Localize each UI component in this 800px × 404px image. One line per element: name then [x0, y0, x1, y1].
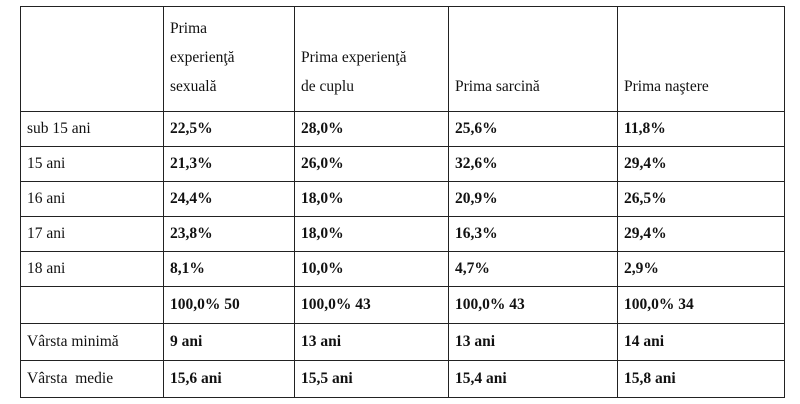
total-value: 100,0% 34 — [618, 287, 785, 324]
cell-value: 26,5% — [618, 182, 785, 217]
totals-row: 100,0% 50 100,0% 43 100,0% 43 100,0% 34 — [21, 287, 785, 324]
row-label: Vârsta minimă — [21, 324, 164, 361]
stat-value: 15,6 ani — [164, 361, 295, 398]
table-row: 15 ani 21,3% 26,0% 32,6% 29,4% — [21, 147, 785, 182]
cell-value: 24,4% — [164, 182, 295, 217]
header-row: Prima experienţă sexuală Prima experienţ… — [21, 7, 785, 112]
total-value: 100,0% 50 — [164, 287, 295, 324]
stat-value: 13 ani — [449, 324, 618, 361]
cell-value: 32,6% — [449, 147, 618, 182]
stat-value: 14 ani — [618, 324, 785, 361]
cell-value: 16,3% — [449, 217, 618, 252]
row-label: 16 ani — [21, 182, 164, 217]
cell-value: 25,6% — [449, 112, 618, 147]
cell-value: 26,0% — [295, 147, 449, 182]
totals-label — [21, 287, 164, 324]
cell-value: 11,8% — [618, 112, 785, 147]
cell-value: 29,4% — [618, 147, 785, 182]
cell-value: 21,3% — [164, 147, 295, 182]
header-first-pregnancy: Prima sarcină — [449, 7, 618, 112]
cell-value: 23,8% — [164, 217, 295, 252]
minimum-age-row: Vârsta minimă 9 ani 13 ani 13 ani 14 ani — [21, 324, 785, 361]
table-row: 18 ani 8,1% 10,0% 4,7% 2,9% — [21, 252, 785, 287]
header-line: de cuplu — [301, 72, 442, 101]
average-age-row: Vârsta medie 15,6 ani 15,5 ani 15,4 ani … — [21, 361, 785, 398]
table-row: 16 ani 24,4% 18,0% 20,9% 26,5% — [21, 182, 785, 217]
stat-value: 15,5 ani — [295, 361, 449, 398]
cell-value: 10,0% — [295, 252, 449, 287]
stat-value: 15,4 ani — [449, 361, 618, 398]
header-line: Prima naştere — [624, 72, 778, 101]
table-row: 17 ani 23,8% 18,0% 16,3% 29,4% — [21, 217, 785, 252]
cell-value: 20,9% — [449, 182, 618, 217]
stat-value: 13 ani — [295, 324, 449, 361]
cell-value: 18,0% — [295, 182, 449, 217]
header-line: experienţă — [170, 43, 288, 72]
cell-value: 18,0% — [295, 217, 449, 252]
row-label: sub 15 ani — [21, 112, 164, 147]
header-line: Prima experienţă — [301, 43, 442, 72]
cell-value: 22,5% — [164, 112, 295, 147]
total-value: 100,0% 43 — [449, 287, 618, 324]
header-first-birth: Prima naştere — [618, 7, 785, 112]
row-label: Vârsta medie — [21, 361, 164, 398]
stat-value: 15,8 ani — [618, 361, 785, 398]
table-row: sub 15 ani 22,5% 28,0% 25,6% 11,8% — [21, 112, 785, 147]
row-label: 17 ani — [21, 217, 164, 252]
row-label: 18 ani — [21, 252, 164, 287]
header-line: Prima — [170, 14, 288, 43]
header-first-couple-experience: Prima experienţă de cuplu — [295, 7, 449, 112]
cell-value: 28,0% — [295, 112, 449, 147]
header-first-sexual-experience: Prima experienţă sexuală — [164, 7, 295, 112]
cell-value: 4,7% — [449, 252, 618, 287]
cell-value: 2,9% — [618, 252, 785, 287]
cell-value: 29,4% — [618, 217, 785, 252]
stat-value: 9 ani — [164, 324, 295, 361]
total-value: 100,0% 43 — [295, 287, 449, 324]
header-line: Prima sarcină — [455, 72, 611, 101]
header-line: sexuală — [170, 72, 288, 101]
age-statistics-table: Prima experienţă sexuală Prima experienţ… — [20, 6, 785, 398]
row-label: 15 ani — [21, 147, 164, 182]
cell-value: 8,1% — [164, 252, 295, 287]
header-empty-cell — [21, 7, 164, 112]
